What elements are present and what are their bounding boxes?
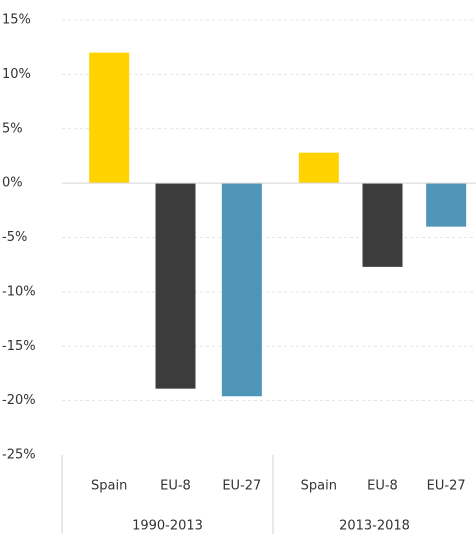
bar xyxy=(426,183,467,227)
bar xyxy=(155,183,196,389)
series-label: Spain xyxy=(301,479,337,494)
y-tick-label: -15% xyxy=(2,339,36,354)
y-tick-label: -5% xyxy=(2,230,27,245)
series-label: EU-8 xyxy=(160,479,191,494)
bar xyxy=(221,183,262,397)
x-tick-label: 2013-2018 xyxy=(339,519,410,534)
bar xyxy=(89,52,130,184)
y-tick-label: 5% xyxy=(2,121,23,136)
y-tick-label: -20% xyxy=(2,393,36,408)
y-tick-label: -25% xyxy=(2,448,36,463)
series-label: Spain xyxy=(91,479,127,494)
bar xyxy=(298,152,339,184)
series-label: EU-27 xyxy=(427,479,466,494)
series-label: EU-8 xyxy=(367,479,398,494)
y-tick-label: 0% xyxy=(2,176,23,191)
y-tick-label: 10% xyxy=(2,67,31,82)
bar xyxy=(362,183,403,267)
series-label: EU-27 xyxy=(222,479,261,494)
x-tick-label: 1990-2013 xyxy=(132,519,203,534)
y-tick-label: 15% xyxy=(2,13,31,28)
y-tick-label: -10% xyxy=(2,284,36,299)
